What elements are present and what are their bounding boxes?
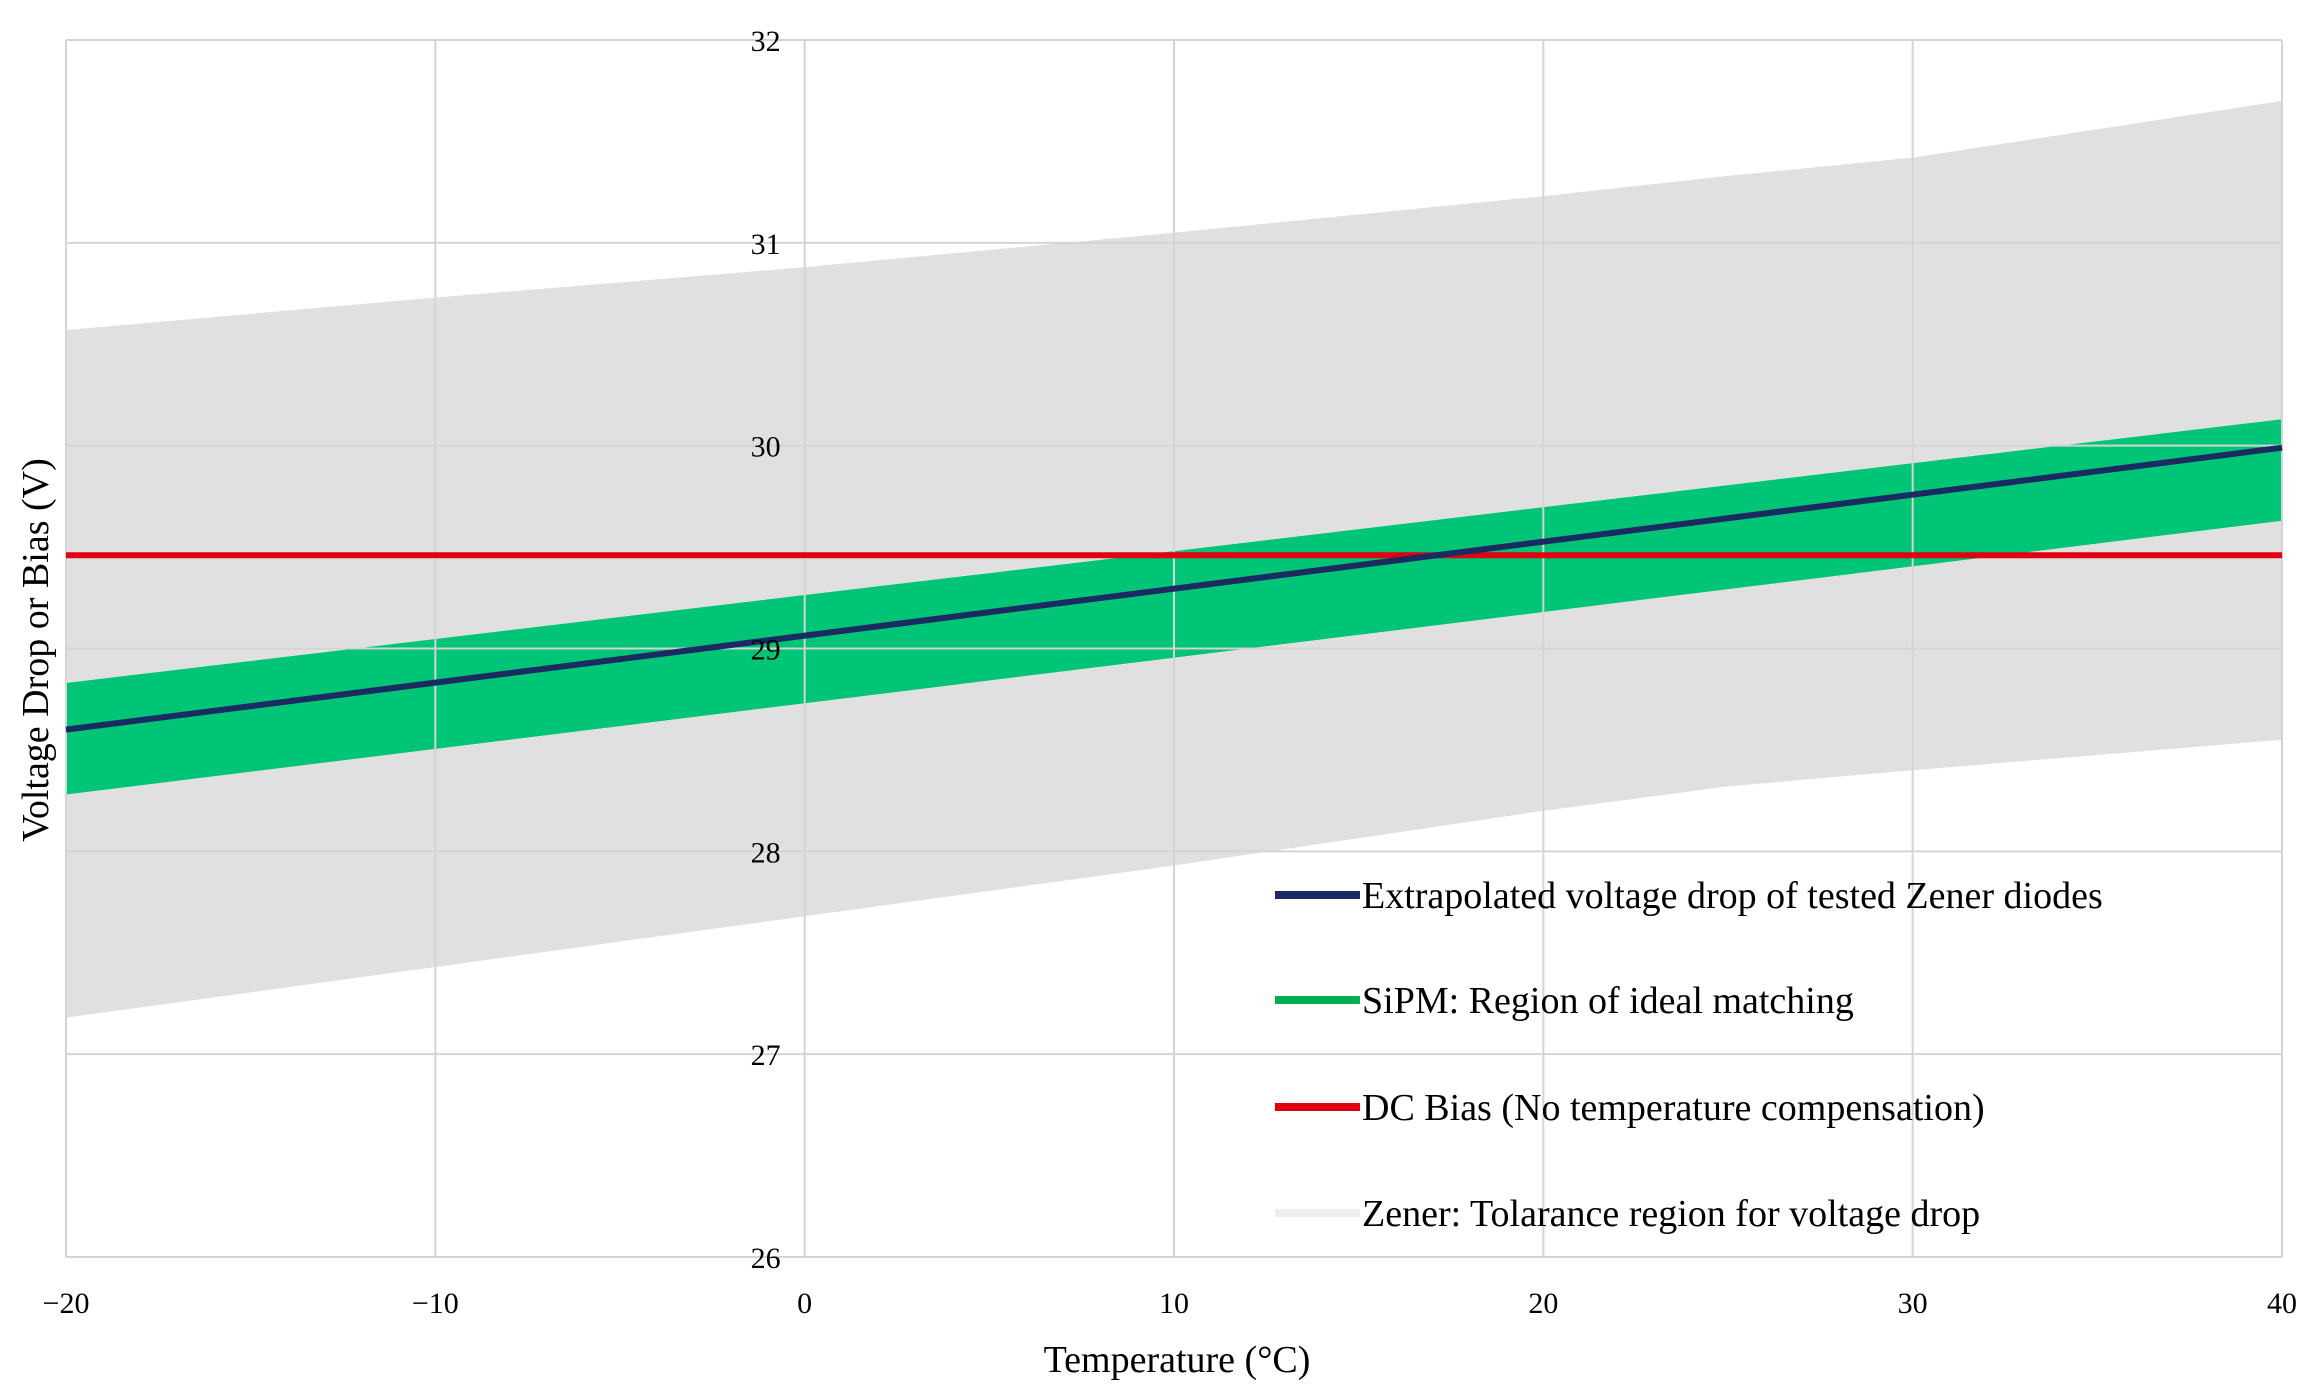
- x-tick-label: −10: [412, 1287, 459, 1320]
- legend: Extrapolated voltage drop of tested Zene…: [1275, 875, 2103, 1235]
- x-tick-label: 10: [1159, 1287, 1189, 1320]
- y-tick-label: 29: [751, 634, 781, 667]
- x-tick-label: 0: [797, 1287, 812, 1320]
- x-tick-label: 40: [2267, 1287, 2297, 1320]
- legend-label-extrapolated-voltage-drop-of-tested-zener-diodes: Extrapolated voltage drop of tested Zene…: [1362, 875, 2103, 917]
- x-tick-label: 30: [1898, 1287, 1928, 1320]
- y-tick-label: 28: [751, 836, 781, 869]
- y-tick-layer: 26 27 28 29 30 31 32: [751, 25, 781, 1275]
- x-tick-label: 20: [1528, 1287, 1558, 1320]
- y-tick-label: 32: [751, 25, 781, 58]
- grid-layer: [65, 39, 2283, 1258]
- x-axis-title: Temperature (°C): [1044, 1339, 1311, 1381]
- y-tick-label: 27: [751, 1039, 781, 1072]
- line-layer: [65, 444, 2283, 733]
- y-tick-label: 31: [751, 228, 781, 261]
- series-line-extrapolated-voltage-drop-of-tested-zener-diodes: [65, 444, 2283, 733]
- legend-label-zener-tolarance-region-for-voltage-drop: Zener: Tolarance region for voltage drop: [1362, 1193, 1980, 1235]
- x-tick-layer: −20 −10 0 10 20 30 40: [43, 1287, 2297, 1320]
- y-tick-label: 30: [751, 431, 781, 464]
- y-axis-title: Voltage Drop or Bias (V): [15, 458, 57, 841]
- y-tick-label: 26: [751, 1242, 781, 1275]
- legend-label-sipm-region-of-ideal-matching: SiPM: Region of ideal matching: [1362, 980, 1854, 1022]
- x-tick-label: −20: [43, 1287, 90, 1320]
- legend-label-dc-bias-no-temperature-compensation: DC Bias (No temperature compensation): [1362, 1087, 1985, 1129]
